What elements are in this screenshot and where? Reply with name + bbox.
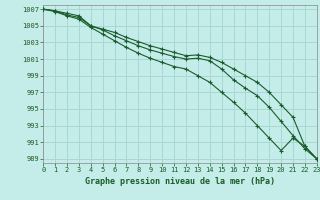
X-axis label: Graphe pression niveau de la mer (hPa): Graphe pression niveau de la mer (hPa): [85, 177, 275, 186]
